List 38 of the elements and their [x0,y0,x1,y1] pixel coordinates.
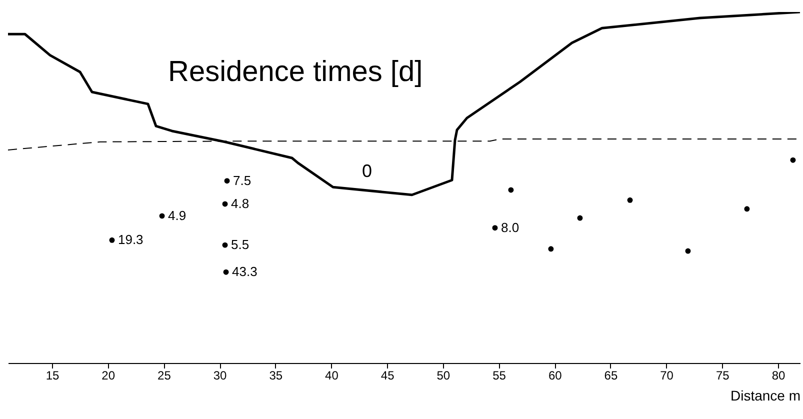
annotation: 4.8 [231,196,250,211]
point [159,213,165,219]
point [685,248,691,254]
point [627,197,633,203]
x-tick-label: 35 [269,368,283,382]
x-tick-label: 20 [102,368,116,382]
point [548,246,554,252]
point [109,237,115,243]
point [508,187,514,193]
x-tick-label: 40 [325,368,339,382]
annotation: 8.0 [500,220,520,235]
x-tick-label: 60 [548,368,562,382]
point [492,225,498,231]
x-tick-label: 70 [660,368,674,382]
annotation: 4.9 [168,208,186,223]
point [744,206,750,212]
x-tick-label: 30 [213,368,228,382]
annotation: 7.5 [233,172,252,188]
x-tick-label: 80 [772,368,786,382]
text: Residence times [d] [168,56,423,88]
x-tick-label: 50 [436,368,450,382]
point [222,201,228,207]
x-tick-label: 65 [604,368,618,382]
point [577,215,583,221]
point [224,178,230,184]
x-tick-label: 45 [380,368,395,382]
point [790,157,796,163]
annotation: 43.3 [232,264,258,280]
x-tick-label: 25 [158,368,172,382]
point [223,269,229,275]
x-axis-title: Distance m [730,388,800,404]
x-tick-label: 55 [492,368,506,382]
annotation: 19.3 [118,232,144,248]
annotation: 5.5 [231,237,250,252]
x-tick-label: 75 [716,368,730,382]
point [222,242,228,248]
annotation: 0 [362,161,372,181]
x-tick-label: 15 [46,368,60,382]
